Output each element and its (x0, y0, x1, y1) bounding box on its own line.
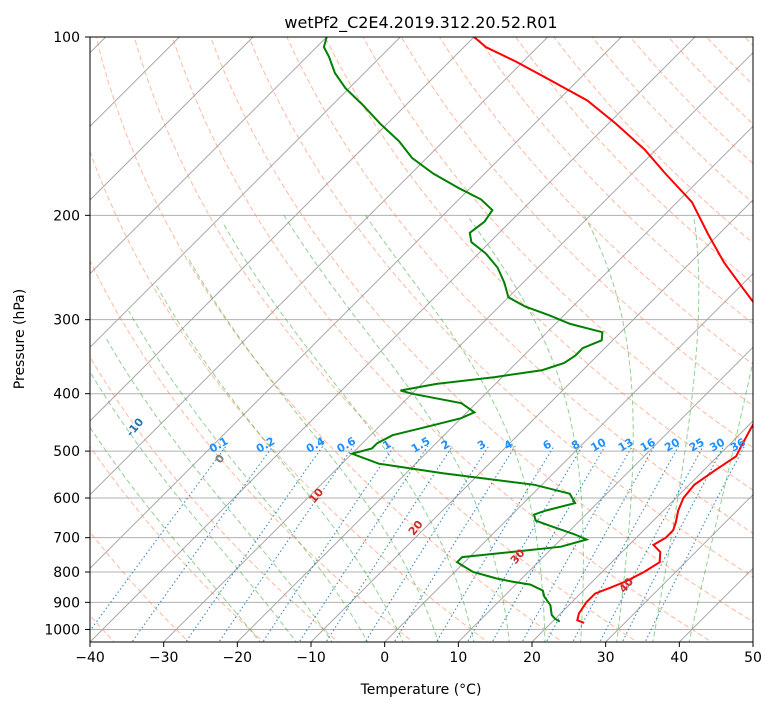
y-tick-label: 300 (53, 313, 80, 329)
mixing-ratio-line-0.2 (131, 445, 274, 642)
dewpoint-profile (322, 37, 604, 623)
temperature-profile (473, 37, 753, 624)
mixing-ratio-line-4 (393, 445, 516, 642)
dry-adiabat-120 (477, 37, 753, 325)
y-axis-label: Pressure (hPa) (12, 289, 28, 389)
y-tick-label: 700 (53, 531, 80, 547)
isotherm--80 (90, 37, 401, 349)
mixing-ratio-line-25 (599, 445, 704, 642)
dry-adiabat-110 (438, 37, 753, 366)
mixing-ratio-line-1.5 (298, 445, 429, 642)
y-tick-label: 900 (53, 595, 80, 611)
dry-adiabat-80 (324, 37, 753, 491)
moist-adiabat--20 (90, 426, 261, 642)
moist-adiabat--10 (104, 336, 333, 642)
x-tick-label: −40 (75, 650, 105, 666)
isotherm--30 (163, 51, 753, 642)
y-tick-label: 1000 (44, 622, 80, 638)
x-tick-label: 20 (523, 650, 541, 666)
mixing-ratio-line-8 (466, 445, 584, 642)
moist-adiabat--15 (90, 370, 297, 642)
x-axis-label: Temperature (°C) (360, 682, 482, 698)
moist-adiabat-40 (688, 358, 753, 642)
isotherm--50 (90, 37, 622, 570)
plot-frame (89, 36, 754, 643)
mixing-ratio-line-2 (325, 445, 454, 642)
dry-adiabat-10 (90, 150, 489, 642)
mixing-ratio-line-0.6 (218, 445, 355, 642)
y-tick-label: 400 (53, 387, 80, 403)
x-tick-label: −10 (296, 650, 326, 666)
series-layer (322, 37, 753, 624)
isotherm-20 (531, 420, 753, 642)
mixing-ratio-line-0.4 (185, 445, 324, 642)
isotherm--100 (90, 37, 254, 201)
isotherm--70 (90, 37, 475, 422)
dry-adiabat-30 (133, 37, 638, 642)
tick-layer: −40 −30 −20 −10 0 10 20 30 40 50 1000 900 800 700 600 5… (44, 30, 762, 666)
x-tick-label: −20 (223, 650, 253, 666)
moist-adiabat-20 (364, 215, 546, 642)
isotherm--10 (310, 199, 753, 642)
x-tick-label: 40 (670, 650, 688, 666)
y-tick-label: 600 (53, 491, 80, 507)
x-tick-label: 10 (449, 650, 467, 666)
dry-adiabat-90 (362, 37, 753, 449)
moist-adiabat-0 (154, 282, 404, 642)
dry-adiabat-70 (286, 37, 753, 534)
isotherm--20 (236, 125, 753, 642)
dry-adiabat--10 (90, 356, 339, 642)
isotherm-30 (605, 493, 753, 642)
isotherm-0 (384, 272, 753, 642)
dry-adiabat--20 (90, 445, 265, 642)
moist-adiabat--5 (128, 310, 369, 642)
mixing-ratio-line-3 (364, 445, 490, 642)
moist-adiabat-15 (283, 215, 510, 642)
y-tick-label: 200 (53, 208, 80, 224)
x-tick-label: −30 (149, 650, 179, 666)
x-tick-label: 50 (744, 650, 762, 666)
x-tick-label: 0 (380, 650, 389, 666)
grid-layer (90, 37, 753, 642)
isotherm-10 (457, 346, 753, 642)
mixing-ratio-line-1 (262, 445, 395, 642)
dry-adiabat-40 (171, 37, 713, 642)
dry-adiabat-20 (95, 37, 564, 642)
x-tick-label: 30 (597, 650, 615, 666)
isotherm--60 (90, 37, 549, 496)
dry-adiabat--30 (90, 531, 190, 642)
mixing-ratio-line-10 (491, 445, 606, 642)
isotherm--90 (90, 37, 328, 275)
chart-title: wetPf2_C2E4.2019.312.20.52.R01 (284, 13, 557, 33)
moist-adiabat-30 (583, 215, 634, 642)
mixing-ratio-line-20 (572, 445, 680, 642)
moist-adiabat-10 (221, 221, 475, 642)
isotherm--40 (90, 37, 696, 642)
y-tick-label: 500 (53, 444, 80, 460)
dry-adiabat-0 (90, 259, 414, 642)
dry-adiabat-50 (210, 37, 753, 623)
moist-adiabat-5 (187, 256, 440, 642)
y-tick-label: 800 (53, 565, 80, 581)
y-tick-label: 100 (53, 30, 80, 46)
